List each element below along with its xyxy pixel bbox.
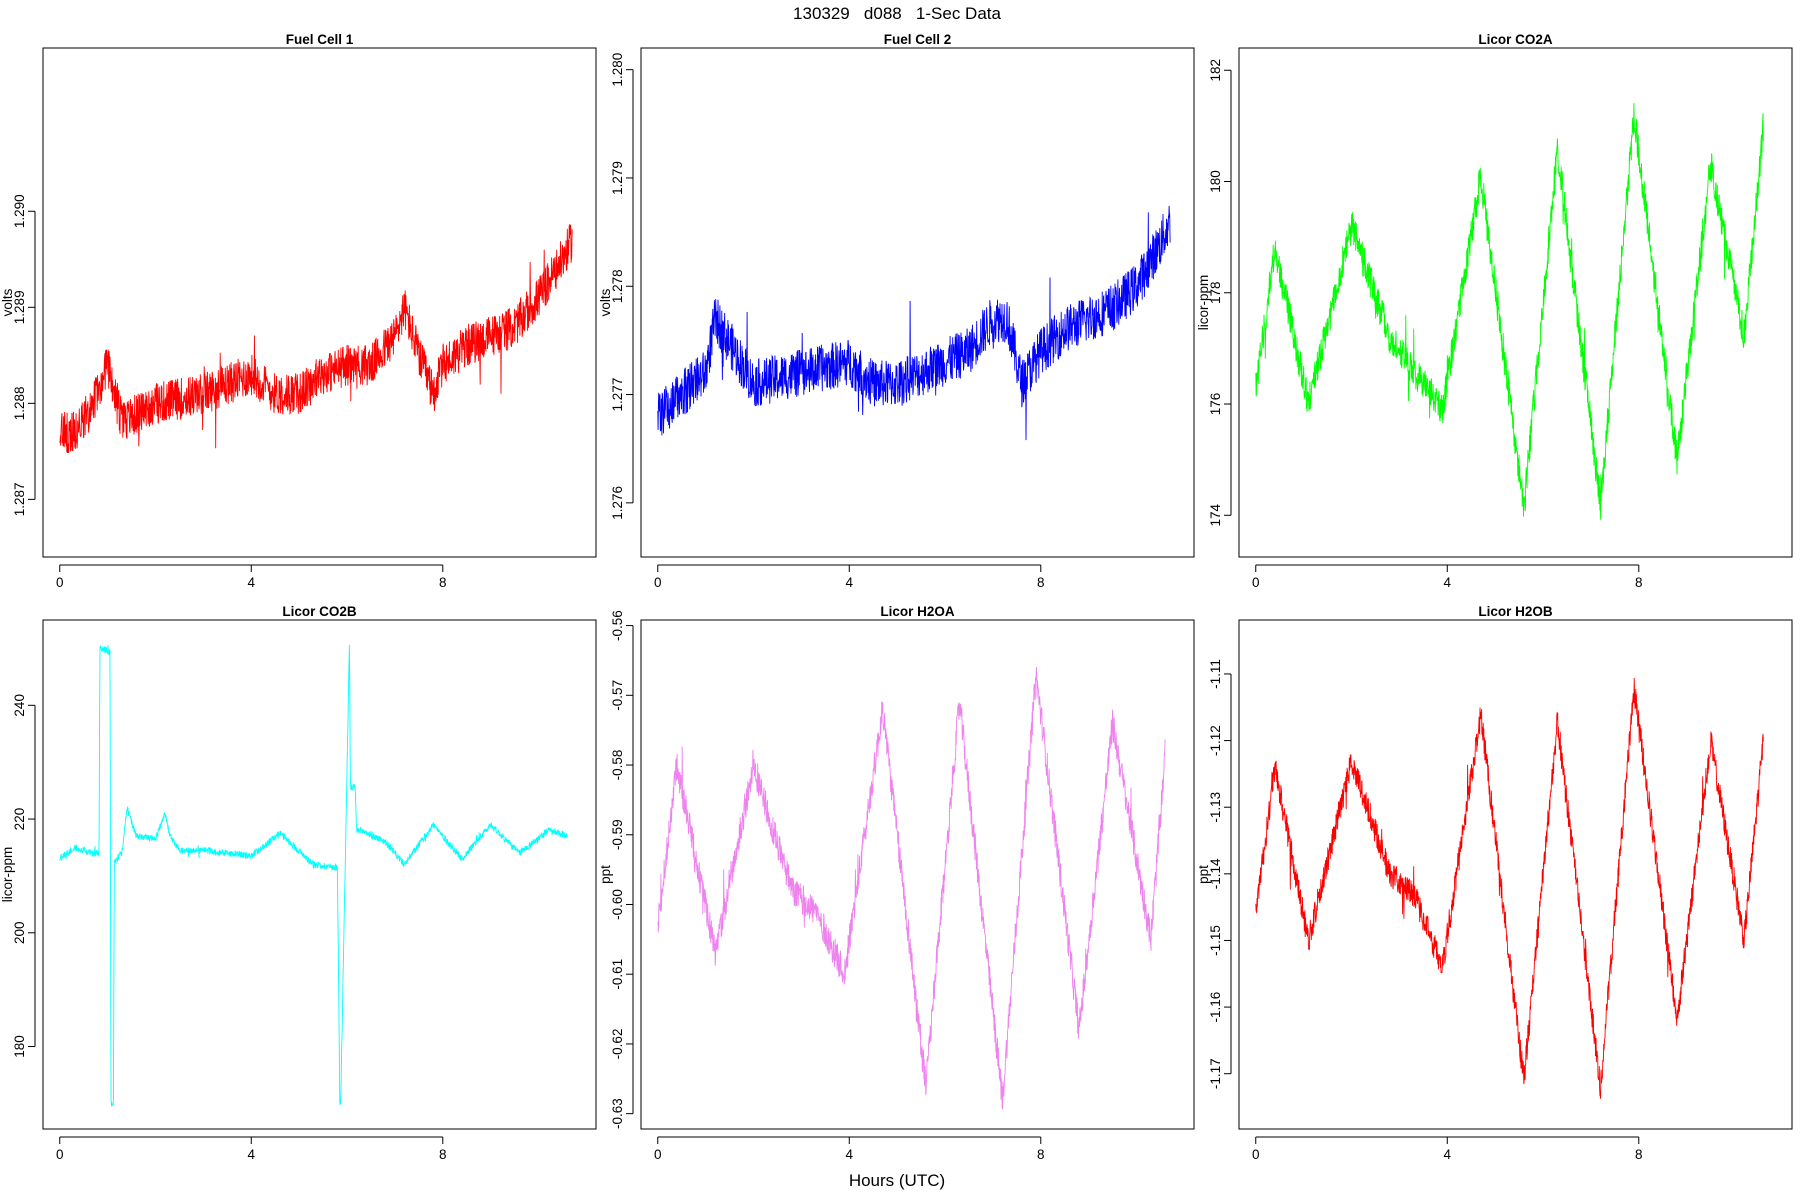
y-axis-label: volts — [598, 288, 613, 316]
y-tick-label: 1.278 — [610, 269, 625, 303]
x-tick-label: 8 — [1037, 575, 1045, 590]
y-axis-label: ppt — [1196, 865, 1211, 884]
panel-title: Licor H2OB — [1478, 604, 1553, 619]
series-line — [657, 667, 1166, 1110]
x-tick-label: 0 — [1252, 575, 1260, 590]
plot-frame — [640, 47, 1195, 558]
y-tick-label: -0.61 — [610, 959, 625, 990]
series-line — [1255, 103, 1764, 520]
y-axis-label: volts — [0, 288, 15, 316]
plot-frame — [1238, 47, 1793, 558]
x-tick-label: 4 — [248, 1147, 256, 1162]
y-tick-label: 200 — [12, 922, 27, 945]
y-tick-label: 174 — [1208, 504, 1223, 527]
x-tick-label: 0 — [654, 575, 662, 590]
y-tick-label: -1.16 — [1208, 992, 1223, 1023]
y-tick-label: 220 — [12, 808, 27, 831]
y-tick-label: 180 — [12, 1035, 27, 1058]
x-tick-label: 4 — [248, 575, 256, 590]
y-tick-label: 1.277 — [610, 378, 625, 412]
panel-title: Fuel Cell 1 — [286, 32, 354, 47]
y-tick-label: 1.280 — [610, 53, 625, 87]
x-tick-label: 4 — [1444, 1147, 1452, 1162]
y-tick-label: -0.56 — [610, 610, 625, 641]
series-line — [657, 205, 1171, 441]
panel-title: Fuel Cell 2 — [884, 32, 952, 47]
panel-title: Licor CO2A — [1478, 32, 1553, 47]
x-tick-label: 0 — [1252, 1147, 1260, 1162]
plot-frame — [42, 47, 597, 558]
figure-title: 130329 d088 1-Sec Data — [793, 4, 1001, 23]
chart-panel: Fuel Cell 2 0 4 8 1.276 1.277 1.278 1.279 1.280 v… — [598, 32, 1195, 590]
x-tick-label: 4 — [846, 1147, 854, 1162]
y-tick-label: -0.57 — [610, 680, 625, 711]
y-axis-label: ppt — [598, 865, 613, 884]
panels: Fuel Cell 10 4 81.2871.2881.2891.290voltsF… — [0, 32, 1793, 1162]
plot-frame — [1238, 619, 1793, 1130]
y-tick-label: -1.15 — [1208, 925, 1223, 956]
y-tick-label: -1.13 — [1208, 792, 1223, 823]
x-tick-label: 0 — [56, 575, 64, 590]
chart-panel: Licor CO2B 0 4 8 180 200 220 240 licor-ppm — [0, 604, 597, 1162]
y-tick-label: -0.58 — [610, 750, 625, 781]
panel-title: Licor H2OA — [880, 604, 955, 619]
chart-panel: Fuel Cell 1 0 4 8 1.287 1.288 1.289 1.290 volts — [0, 32, 597, 590]
x-tick-label: 8 — [439, 1147, 447, 1162]
y-tick-label: -0.60 — [610, 889, 625, 920]
x-tick-label: 4 — [1444, 575, 1452, 590]
chart-panel: Licor H2OA 0 4 8 -0.63 -0.62 -0.61 -0.60 -0.59 -0… — [598, 604, 1195, 1162]
y-tick-label: 1.287 — [12, 482, 27, 516]
chart-panel: Licor CO2A 0 4 8 174 176 178 180 182 licor-ppm — [1196, 32, 1793, 590]
series-line — [59, 223, 573, 454]
y-tick-label: 1.289 — [12, 290, 27, 324]
y-tick-label: 182 — [1208, 59, 1223, 82]
figure-x-axis-label: Hours (UTC) — [849, 1171, 945, 1190]
y-tick-label: -0.63 — [610, 1098, 625, 1129]
panel-title: Licor CO2B — [282, 604, 357, 619]
y-tick-label: 180 — [1208, 170, 1223, 193]
x-tick-label: 0 — [654, 1147, 662, 1162]
x-tick-label: 0 — [56, 1147, 64, 1162]
y-tick-label: -1.12 — [1208, 725, 1223, 756]
x-tick-label: 8 — [439, 575, 447, 590]
y-tick-label: 178 — [1208, 281, 1223, 304]
x-tick-label: 8 — [1635, 1147, 1643, 1162]
x-tick-label: 8 — [1037, 1147, 1045, 1162]
y-tick-label: 1.279 — [610, 161, 625, 195]
y-tick-label: 1.288 — [12, 386, 27, 420]
y-tick-label: 1.290 — [12, 194, 27, 228]
y-axis-label: licor-ppm — [1196, 275, 1211, 331]
y-axis-label: licor-ppm — [0, 847, 15, 903]
y-tick-label: -0.59 — [610, 819, 625, 850]
series-line — [59, 644, 568, 1107]
x-tick-label: 4 — [846, 575, 854, 590]
plot-frame — [640, 619, 1195, 1130]
y-tick-label: -1.11 — [1208, 659, 1223, 689]
x-tick-label: 8 — [1635, 575, 1643, 590]
series-line — [1255, 677, 1764, 1099]
chart-panel: Licor H2OB 0 4 8 -1.17 -1.16 -1.15 -1.14 -1.13 -1… — [1196, 604, 1793, 1162]
y-tick-label: -1.17 — [1208, 1058, 1223, 1089]
y-tick-label: 240 — [12, 694, 27, 717]
y-tick-label: 1.276 — [610, 486, 625, 520]
y-tick-label: -0.62 — [610, 1029, 625, 1060]
y-tick-label: -1.14 — [1208, 858, 1223, 889]
y-tick-label: 176 — [1208, 393, 1223, 416]
plot-frame — [42, 619, 597, 1130]
